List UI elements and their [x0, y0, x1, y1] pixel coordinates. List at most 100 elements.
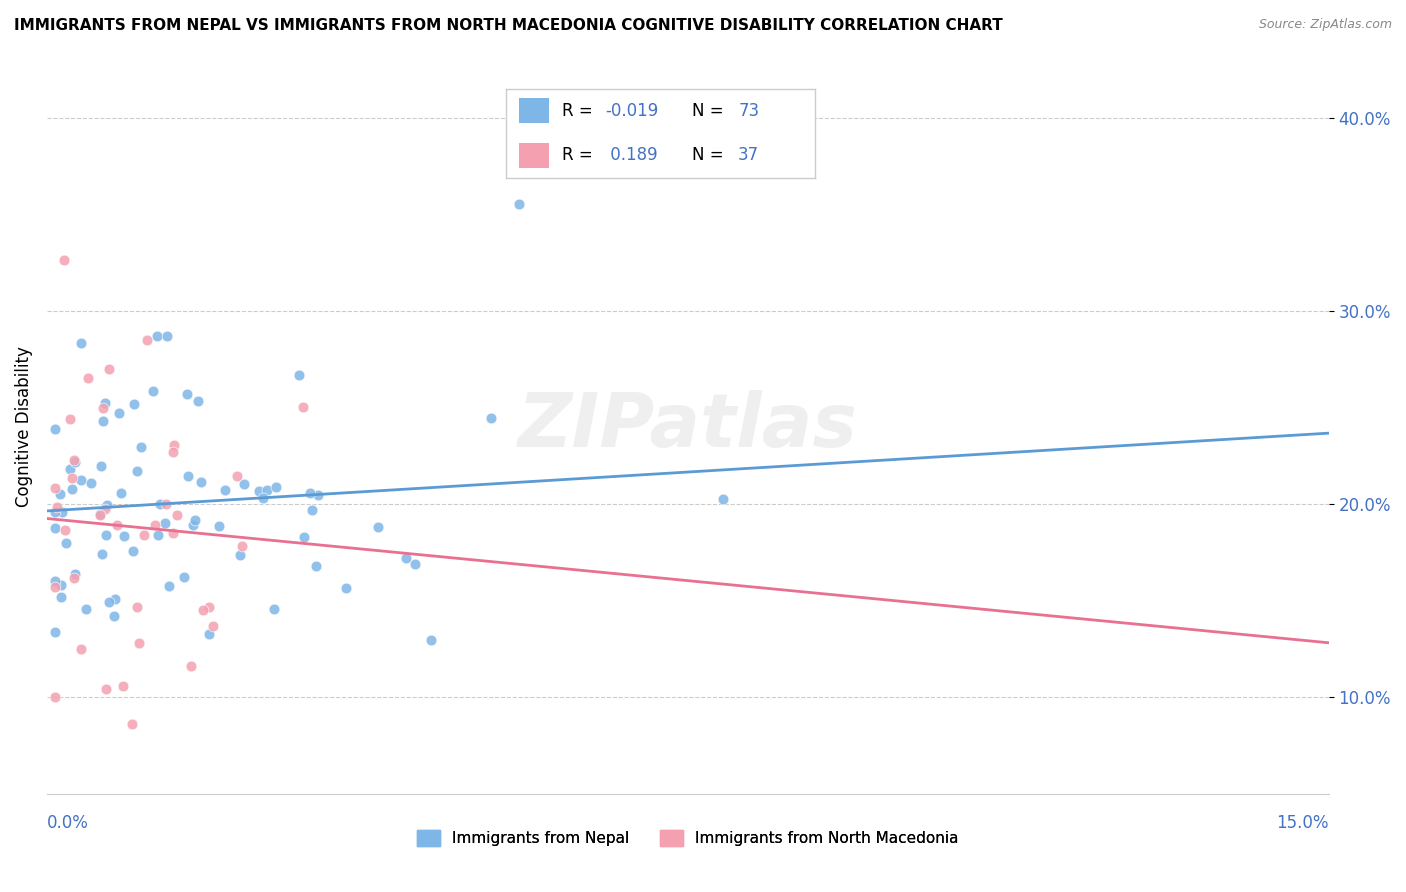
Text: N =: N =: [692, 146, 728, 164]
Point: [299, 486, 322, 500]
Point: [508, 197, 530, 211]
Point: [59, 461, 82, 475]
Point: [97, 595, 120, 609]
Point: [76, 371, 98, 385]
Text: 0.189: 0.189: [605, 146, 658, 164]
Point: [48, 486, 70, 500]
Point: [128, 635, 150, 649]
Point: [89, 507, 111, 521]
Point: [111, 679, 134, 693]
Point: [136, 333, 159, 347]
Point: [96, 499, 118, 513]
Point: [44, 520, 66, 534]
FancyBboxPatch shape: [519, 143, 550, 168]
Point: [208, 519, 231, 533]
Point: [129, 440, 152, 454]
Point: [153, 516, 176, 531]
Point: [394, 550, 416, 565]
Point: [51, 591, 73, 605]
Point: [125, 464, 148, 478]
Point: [121, 716, 143, 731]
Point: [202, 619, 225, 633]
Point: [149, 497, 172, 511]
Point: [80, 475, 103, 490]
Point: [60, 470, 83, 484]
Point: [44, 422, 66, 436]
Point: [197, 626, 219, 640]
Point: [162, 444, 184, 458]
Point: [143, 517, 166, 532]
Text: N =: N =: [692, 102, 728, 120]
Point: [229, 548, 252, 562]
Point: [177, 468, 200, 483]
Point: [98, 361, 121, 376]
Point: [52, 253, 75, 268]
Point: [190, 475, 212, 489]
Point: [231, 539, 253, 553]
Point: [180, 659, 202, 673]
Point: [184, 513, 207, 527]
Point: [107, 406, 129, 420]
Point: [404, 558, 426, 572]
Point: [232, 477, 254, 491]
Point: [176, 387, 198, 401]
Point: [156, 329, 179, 343]
Text: IMMIGRANTS FROM NEPAL VS IMMIGRANTS FROM NORTH MACEDONIA COGNITIVE DISABILITY CO: IMMIGRANTS FROM NEPAL VS IMMIGRANTS FROM…: [14, 18, 1002, 33]
Point: [146, 329, 169, 343]
Point: [44, 481, 66, 495]
Point: [49, 578, 72, 592]
Point: [155, 497, 177, 511]
Point: [187, 393, 209, 408]
Point: [264, 480, 287, 494]
Point: [44, 580, 66, 594]
Text: 0.0%: 0.0%: [46, 814, 89, 832]
Point: [214, 483, 236, 497]
Point: [69, 335, 91, 350]
Point: [132, 528, 155, 542]
Point: [59, 412, 82, 426]
Point: [162, 525, 184, 540]
Point: [247, 484, 270, 499]
Text: 73: 73: [738, 102, 759, 120]
Point: [44, 690, 66, 704]
Point: [193, 603, 215, 617]
Text: -0.019: -0.019: [605, 102, 658, 120]
Point: [105, 518, 128, 533]
Point: [104, 592, 127, 607]
Point: [65, 566, 87, 581]
Point: [94, 527, 117, 541]
Point: [181, 517, 204, 532]
Point: [103, 609, 125, 624]
Point: [307, 487, 329, 501]
Point: [44, 574, 66, 588]
Point: [157, 579, 180, 593]
Point: [122, 543, 145, 558]
Point: [110, 486, 132, 500]
Point: [166, 508, 188, 522]
Text: Source: ZipAtlas.com: Source: ZipAtlas.com: [1258, 18, 1392, 31]
Point: [63, 453, 86, 467]
Point: [60, 482, 83, 496]
Point: [198, 599, 221, 614]
FancyBboxPatch shape: [519, 98, 550, 123]
Text: R =: R =: [562, 102, 598, 120]
Point: [252, 491, 274, 505]
Point: [46, 500, 69, 515]
Point: [44, 505, 66, 519]
Point: [89, 508, 111, 522]
Point: [125, 599, 148, 614]
Point: [301, 503, 323, 517]
Point: [287, 368, 309, 382]
Point: [112, 529, 135, 543]
Point: [70, 473, 93, 487]
Point: [70, 641, 93, 656]
Point: [124, 397, 146, 411]
Point: [55, 536, 77, 550]
Point: [711, 491, 734, 506]
Point: [146, 528, 169, 542]
Point: [91, 401, 114, 415]
Text: 15.0%: 15.0%: [1277, 814, 1329, 832]
Point: [53, 523, 76, 537]
Point: [305, 558, 328, 573]
Point: [90, 547, 112, 561]
